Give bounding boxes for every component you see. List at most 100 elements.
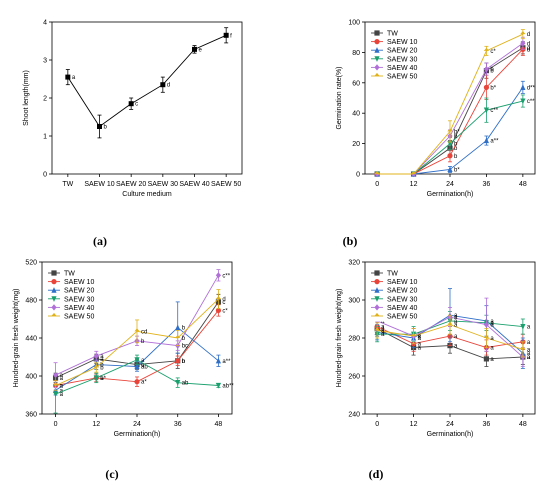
marker-circle <box>374 279 380 285</box>
significance-label: a <box>100 354 104 360</box>
x-tick-label: 48 <box>519 421 527 428</box>
significance-label: c** <box>527 99 535 105</box>
significance-label: a** <box>490 139 499 145</box>
legend-box <box>369 267 421 322</box>
marker-triangle-left <box>447 128 453 132</box>
significance-label: b <box>100 365 104 371</box>
marker-triangle-left <box>374 312 380 316</box>
x-tick-label: 36 <box>174 421 182 428</box>
significance-label: a <box>527 347 531 353</box>
significance-label: a <box>60 373 64 379</box>
x-tick-label: SAEW 10 <box>84 181 114 188</box>
legend-label: SAEW 40 <box>387 65 417 72</box>
significance-label: a* <box>141 380 147 386</box>
significance-label: a <box>454 334 458 340</box>
x-tick-label: 0 <box>375 181 379 188</box>
marker-square <box>65 74 71 80</box>
legend-label: SAEW 50 <box>64 314 94 321</box>
significance-label: a <box>381 319 385 325</box>
legend-label: TW <box>387 31 398 38</box>
marker-diamond <box>483 321 490 328</box>
marker-triangle-up <box>483 137 490 144</box>
x-tick-label: 12 <box>410 181 418 188</box>
marker-square <box>192 46 197 52</box>
x-tick-label: 48 <box>519 181 527 188</box>
marker-diamond <box>52 371 59 379</box>
x-tick-label: 12 <box>92 421 100 428</box>
legend-label: SAEW 40 <box>387 305 417 312</box>
significance-label: a <box>418 332 422 338</box>
y-tick-label: 0 <box>356 172 360 179</box>
y-tick-label: 3 <box>43 58 47 65</box>
significance-label: a <box>381 330 385 336</box>
y-tick-label: 80 <box>352 50 360 57</box>
significance-label: a <box>418 346 422 352</box>
significance-label: b <box>454 134 458 140</box>
y-tick-label: 260 <box>348 374 360 381</box>
significance-label: b <box>100 376 104 382</box>
significance-label: b <box>490 67 494 73</box>
significance-label: b <box>490 69 494 75</box>
y-axis-label: Hundred-grain fresh weight(mg) <box>336 289 343 388</box>
significance-label: a <box>418 336 422 342</box>
significance-label: a <box>490 319 494 325</box>
y-tick-label: 480 <box>25 298 37 305</box>
significance-label: b <box>104 125 108 131</box>
significance-label: a <box>527 325 531 331</box>
significance-label: a <box>60 392 64 398</box>
y-tick-label: 440 <box>25 336 37 343</box>
x-tick-label: 48 <box>215 421 223 428</box>
y-tick-label: 280 <box>348 336 360 343</box>
significance-label: b <box>454 146 458 152</box>
marker-circle <box>51 279 57 285</box>
significance-label: a <box>60 376 64 382</box>
x-tick-label: 36 <box>483 181 491 188</box>
marker-triangle-down <box>51 296 57 302</box>
significance-label: a <box>454 323 458 329</box>
marker-diamond <box>51 304 57 311</box>
marker-triangle-down <box>374 56 380 62</box>
marker-triangle-down <box>52 391 59 398</box>
marker-diamond <box>374 304 380 311</box>
significance-label: bc <box>182 344 188 350</box>
legend-label: SAEW 10 <box>64 279 94 286</box>
legend-label: TW <box>387 271 398 278</box>
significance-label: ab** <box>222 384 234 390</box>
legend-label: SAEW 40 <box>64 305 94 312</box>
significance-label: b <box>182 359 186 365</box>
marker-triangle-up <box>51 287 57 293</box>
marker-diamond <box>215 272 222 279</box>
y-tick-label: 60 <box>352 80 360 87</box>
legend-label: SAEW 20 <box>64 288 94 295</box>
significance-label: b <box>100 363 104 369</box>
significance-label: d <box>527 47 530 53</box>
significance-label: a <box>490 321 494 327</box>
y-tick-label: 1 <box>43 134 47 141</box>
significance-label: c** <box>490 108 498 114</box>
x-axis-label: Germination(h) <box>114 431 161 438</box>
marker-triangle-up <box>447 166 453 173</box>
panel-label: (a) <box>93 234 107 248</box>
significance-label: b <box>182 326 186 332</box>
significance-label: c* <box>490 49 496 55</box>
significance-label: b <box>141 363 145 369</box>
marker-triangle-up <box>374 47 380 53</box>
y-axis-label: Germination rate(%) <box>336 66 343 129</box>
legend-label: SAEW 30 <box>64 296 94 303</box>
chart-panel-2: 360 400 440 480 520 0 12 24 36 48 Germination(h) Hu… <box>13 260 234 482</box>
marker-triangle-left <box>374 327 380 331</box>
significance-label: b <box>454 142 458 148</box>
significance-label: a <box>454 313 458 319</box>
significance-label: a <box>381 325 385 331</box>
significance-label: a <box>490 336 494 342</box>
marker-triangle-down <box>215 382 222 389</box>
significance-label: d <box>167 83 170 89</box>
marker-triangle-up <box>520 84 526 90</box>
marker-square <box>51 270 57 276</box>
y-tick-label: 40 <box>352 111 360 118</box>
legend-label: SAEW 10 <box>387 279 417 286</box>
x-tick-label: 0 <box>375 421 379 428</box>
marker-triangle-left <box>374 72 380 76</box>
